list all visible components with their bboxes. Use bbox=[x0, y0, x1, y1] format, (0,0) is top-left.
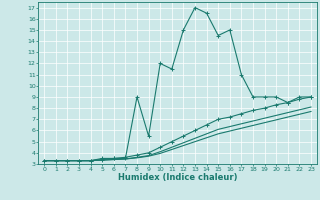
X-axis label: Humidex (Indice chaleur): Humidex (Indice chaleur) bbox=[118, 173, 237, 182]
